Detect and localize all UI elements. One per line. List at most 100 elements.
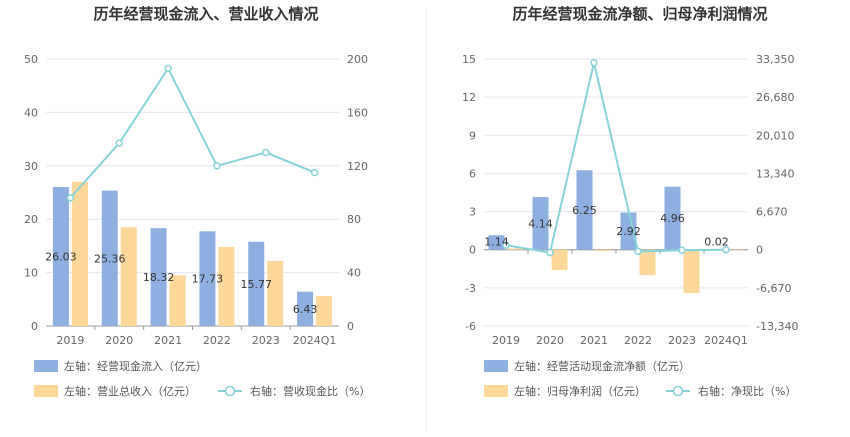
left-axis-tick-label: -3 [465, 282, 476, 295]
right-axis-tick-label: 20,010 [756, 129, 795, 142]
chart-title: 历年经营现金流净额、归母净利润情况 [512, 5, 767, 23]
left-axis-tick-label: 0 [469, 244, 476, 257]
legend-swatch [484, 360, 508, 372]
left-axis-tick-label: 30 [24, 160, 38, 173]
bar-data-label: 18.32 [143, 271, 175, 284]
left-axis-tick-label: 10 [24, 267, 38, 280]
bar [620, 212, 637, 250]
legend-swatch [484, 385, 508, 397]
left-axis-tick-label: 40 [24, 106, 38, 119]
legend-swatch [34, 385, 58, 397]
line-point [164, 64, 172, 73]
legend-label: 左轴：营业总收入（亿元） [64, 384, 196, 398]
line-point [590, 58, 598, 67]
x-axis-tick-label: 2019 [492, 334, 520, 347]
left-axis-tick-label: 6 [469, 167, 476, 180]
bar-data-label: 26.03 [45, 250, 77, 263]
bar [595, 249, 612, 251]
left-axis-tick-label: 20 [24, 213, 38, 226]
right-axis-tick-label: 120 [347, 160, 368, 173]
bar [169, 275, 186, 326]
legend-line-marker [672, 385, 684, 397]
right-axis-tick-label: 40 [347, 267, 361, 280]
x-axis-tick-label: 2024Q1 [704, 334, 748, 347]
line-point [310, 168, 319, 177]
bar [316, 296, 333, 326]
right-axis-tick-label: 200 [347, 53, 368, 66]
left-axis-tick-label: 50 [24, 53, 38, 66]
bar [150, 228, 167, 326]
right-axis-tick-label: 33,350 [756, 53, 795, 66]
left-axis-tick-label: -6 [465, 320, 476, 333]
bar-data-label: 15.77 [241, 278, 273, 291]
legend-label: 右轴：净现比（%） [698, 384, 796, 398]
right-axis-tick-label: 13,340 [756, 167, 795, 180]
legend-label: 左轴：经营活动现金流净额（亿元） [514, 359, 690, 373]
right-axis-tick-label: 0 [347, 320, 354, 333]
left-axis-tick-label: 9 [469, 129, 476, 142]
x-axis-tick-label: 2023 [668, 334, 696, 347]
right-axis-tick-label: -6,670 [756, 282, 791, 295]
line-point [115, 139, 123, 147]
bar [52, 186, 69, 326]
bar [297, 291, 314, 326]
left-axis-tick-label: 0 [31, 320, 38, 333]
bar [120, 227, 137, 326]
x-axis-tick-label: 2020 [105, 334, 133, 347]
x-axis-tick-label: 2022 [203, 334, 231, 347]
right-axis-tick-label: 0 [756, 244, 763, 257]
bar [727, 249, 744, 251]
bar [576, 170, 593, 250]
series-line [69, 66, 315, 199]
line-point [262, 148, 270, 157]
x-axis-tick-label: 2023 [252, 334, 280, 347]
x-axis-tick-label: 2021 [580, 334, 608, 347]
left-axis-tick-label: 15 [462, 53, 476, 66]
bar-data-label: 2.92 [616, 225, 641, 238]
left-axis-tick-label: 3 [469, 206, 476, 219]
left-axis-tick-label: 12 [462, 91, 476, 104]
bar [267, 260, 284, 326]
bar [248, 241, 265, 326]
bar [218, 246, 235, 326]
bar-data-label: 0.02 [704, 236, 729, 249]
right-axis-tick-label: -13,340 [756, 320, 798, 333]
right-axis-tick-label: 80 [347, 213, 361, 226]
bar-data-label: 25.36 [94, 252, 126, 265]
chart-title: 历年经营现金流入、营业收入情况 [93, 5, 318, 23]
right-axis-tick-label: 26,680 [756, 91, 795, 104]
bar-data-label: 6.43 [293, 303, 318, 316]
legend-line-marker [224, 385, 236, 397]
bar [683, 249, 700, 293]
bar [71, 181, 88, 326]
bar [639, 249, 656, 276]
bar [551, 249, 568, 271]
x-axis-tick-label: 2019 [56, 334, 84, 347]
line-point [66, 194, 75, 202]
bar-data-label: 4.14 [528, 217, 553, 230]
bar [664, 186, 681, 250]
bar [507, 248, 524, 250]
x-axis-tick-label: 2021 [154, 334, 182, 347]
bar [101, 190, 118, 326]
right-axis-tick-label: 160 [347, 106, 368, 119]
bar [532, 197, 549, 250]
legend-swatch [34, 360, 58, 372]
line-point [722, 245, 730, 254]
bar [488, 235, 505, 250]
line-point [213, 162, 221, 170]
right-axis-tick-label: 6,670 [756, 206, 788, 219]
legend-label: 左轴：经营现金流入（亿元） [64, 359, 207, 373]
x-axis-tick-label: 2024Q1 [293, 334, 337, 347]
line-point [502, 241, 510, 249]
series-line [505, 62, 727, 254]
line-point [678, 246, 686, 255]
legend-label: 右轴：营收现金比（%） [250, 384, 370, 398]
bar-data-label: 6.25 [572, 204, 597, 217]
line-point [634, 247, 642, 256]
x-axis-tick-label: 2022 [624, 334, 652, 347]
bar-data-label: 1.14 [484, 236, 509, 249]
bar [199, 231, 216, 326]
